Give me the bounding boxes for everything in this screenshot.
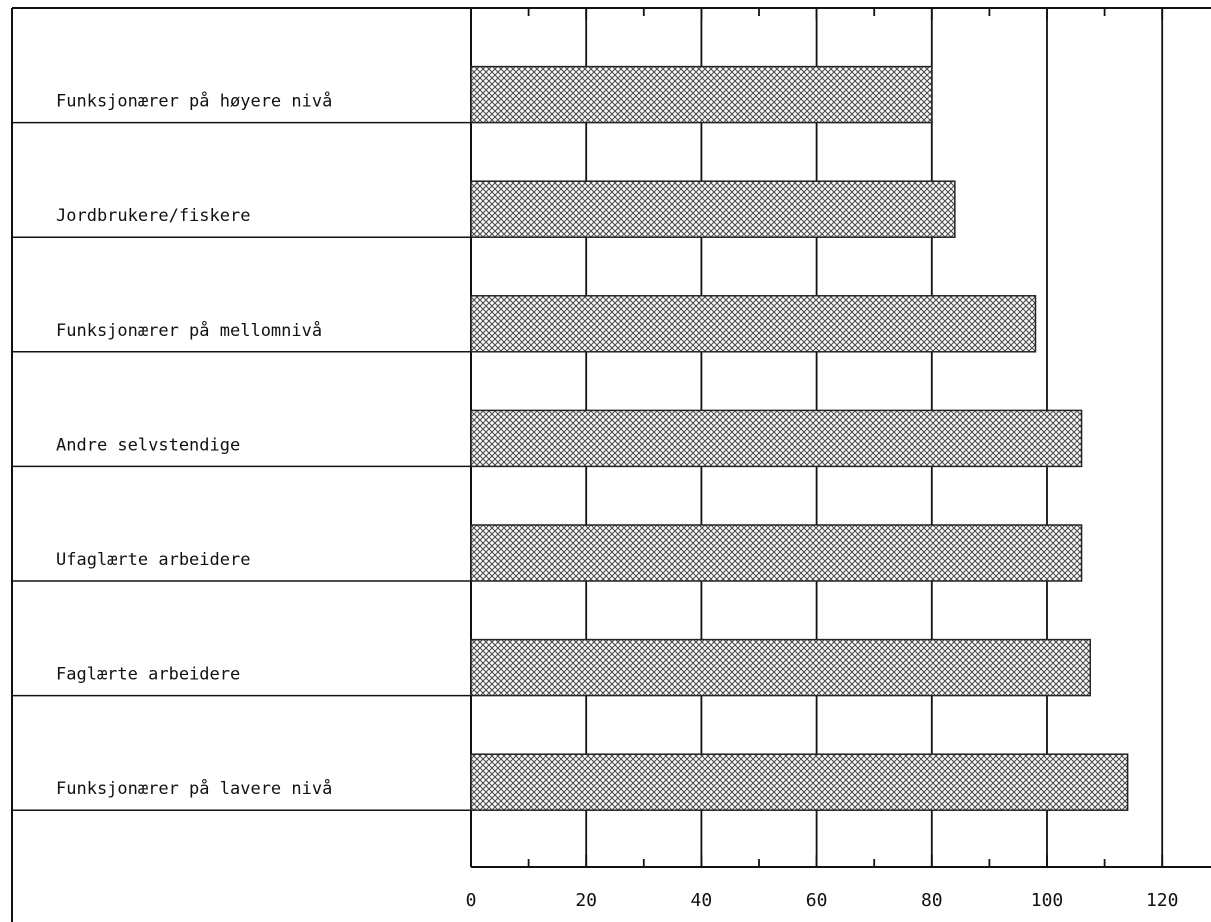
bar [470, 638, 1091, 697]
bar [470, 65, 933, 124]
bar [470, 524, 1083, 582]
category-label: Funksjonærer på lavere nivå [56, 778, 332, 799]
bar [470, 753, 1129, 811]
category-label: Andre selvstendige [56, 435, 240, 455]
bar [470, 295, 1037, 353]
category-label: Funksjonærer på mellomnivå [56, 320, 322, 341]
x-tick-label: 100 [1031, 890, 1064, 911]
x-tick-label: 40 [691, 890, 713, 911]
x-tick-label: 80 [921, 890, 943, 911]
bar [470, 409, 1083, 468]
x-tick-label: 0 [466, 890, 477, 911]
bar [470, 180, 956, 238]
x-tick-label: 60 [806, 890, 828, 911]
category-label: Funksjonærer på høyere nivå [56, 91, 332, 112]
category-label: Faglærte arbeidere [56, 665, 240, 685]
x-tick-label: 120 [1146, 890, 1179, 911]
x-tick-label: 20 [575, 890, 597, 911]
category-label: Jordbrukere/fiskere [56, 206, 250, 226]
category-label: Ufaglærte arbeidere [56, 550, 250, 570]
